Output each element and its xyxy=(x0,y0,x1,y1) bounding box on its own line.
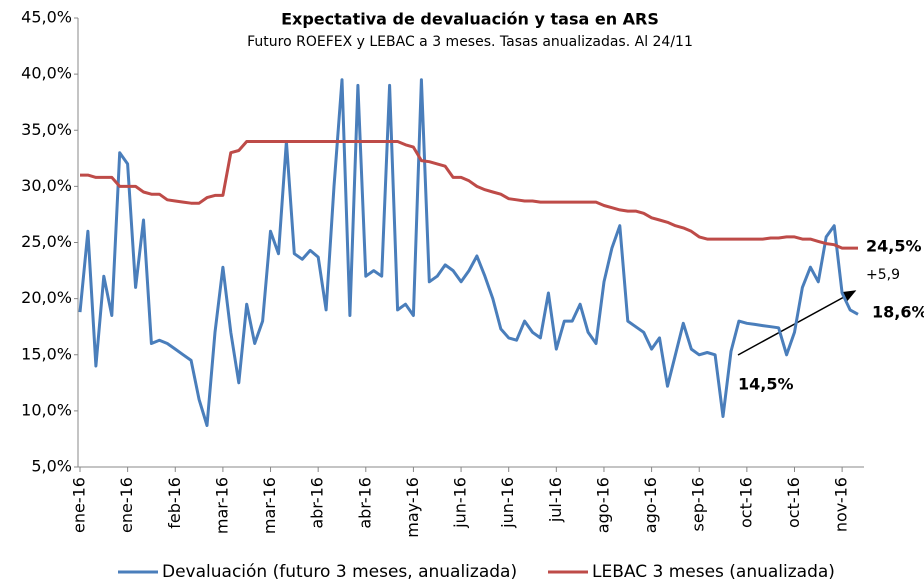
x-tick-label: jun-16 xyxy=(498,477,517,529)
annotation: 24,5% xyxy=(866,237,922,256)
y-tick-label: 5,0% xyxy=(31,457,72,476)
annotation: +5,9 xyxy=(866,267,900,283)
x-tick-label: may-16 xyxy=(403,477,422,538)
series-line xyxy=(80,140,858,250)
x-tick-label: ene-16 xyxy=(70,477,89,533)
chart-title: Expectativa de devaluación y tasa en ARS xyxy=(281,10,659,29)
x-tick-label: jul-16 xyxy=(546,477,565,523)
x-tick-label: jun-16 xyxy=(451,477,470,529)
x-tick-label: mar-16 xyxy=(212,477,231,534)
annotation: 14,5% xyxy=(738,375,794,394)
chart-subtitle: Futuro ROEFEX y LEBAC a 3 meses. Tasas a… xyxy=(247,34,693,50)
legend-label: LEBAC 3 meses (anualizada) xyxy=(592,562,835,582)
legend-label: Devaluación (futuro 3 meses, anualizada) xyxy=(162,562,517,582)
y-tick-label: 20,0% xyxy=(21,288,72,307)
y-tick-label: 15,0% xyxy=(21,344,72,363)
x-tick-label: nov-16 xyxy=(832,477,851,532)
x-tick-label: oct-16 xyxy=(736,477,755,528)
y-tick-label: 35,0% xyxy=(21,120,72,139)
y-tick-label: 45,0% xyxy=(21,8,72,27)
x-tick-label: ago-16 xyxy=(641,477,660,533)
x-tick-label: mar-16 xyxy=(260,477,279,534)
x-tick-label: ago-16 xyxy=(593,477,612,533)
x-tick-label: abr-16 xyxy=(308,477,327,529)
y-tick-label: 25,0% xyxy=(21,232,72,251)
annotation: 18,6% xyxy=(872,303,924,322)
x-tick-label: ene-16 xyxy=(117,477,136,533)
x-tick-label: feb-16 xyxy=(165,477,184,529)
x-tick-label: sep-16 xyxy=(689,477,708,531)
y-tick-label: 10,0% xyxy=(21,400,72,419)
x-tick-label: oct-16 xyxy=(784,477,803,528)
y-tick-label: 40,0% xyxy=(21,64,72,83)
x-tick-label: abr-16 xyxy=(355,477,374,529)
y-tick-label: 30,0% xyxy=(21,176,72,195)
series-line xyxy=(78,78,859,427)
